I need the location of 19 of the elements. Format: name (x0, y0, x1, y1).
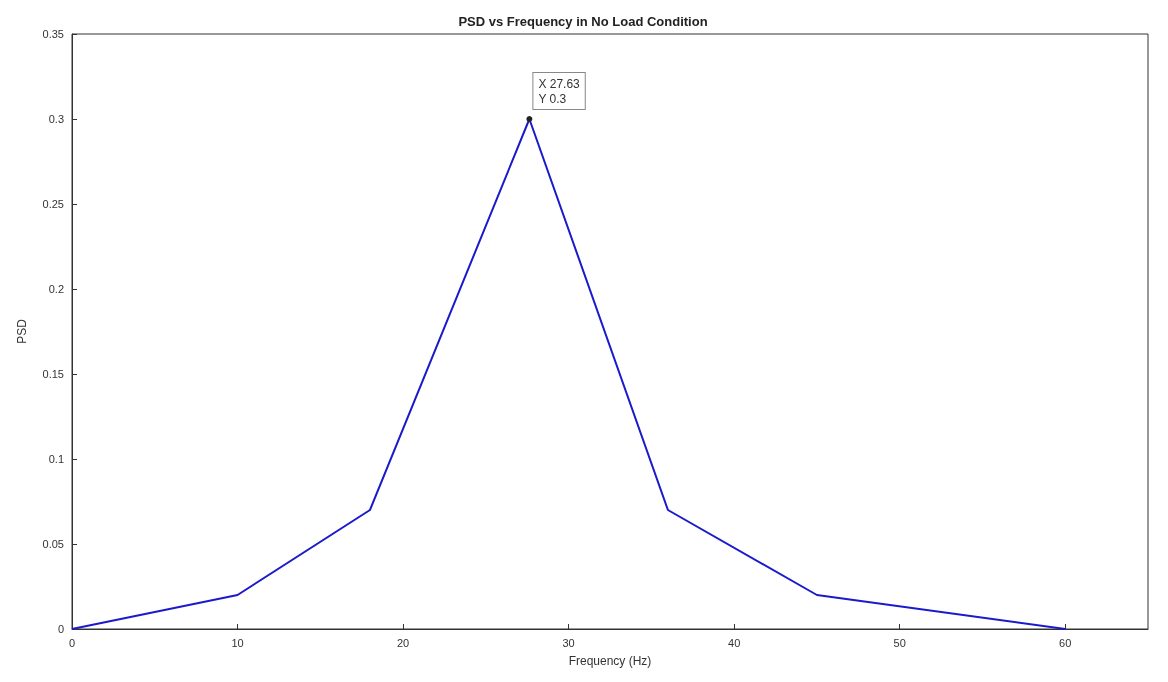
y-tick-label: 0.3 (48, 113, 64, 125)
y-tick-label: 0.15 (42, 368, 64, 380)
x-tick-label: 10 (231, 636, 244, 649)
x-tick-label: 20 (396, 636, 410, 649)
y-tick-label: 0.2 (48, 283, 64, 295)
x-tick-label: 40 (728, 636, 741, 649)
x-axis-title: Frequency (Hz) (568, 654, 652, 668)
annotation: X 27.63 Y 0.3 (538, 76, 581, 106)
x-tick-label: 30 (562, 636, 575, 649)
y-tick-label: 0.1 (48, 453, 64, 465)
y-tick-label: 0.25 (42, 198, 64, 210)
x-tick-label: 60 (1059, 636, 1072, 649)
y-tick-label: 0 (57, 623, 64, 635)
x-tick-label: 50 (893, 636, 906, 649)
x-tick-label: 0 (68, 636, 76, 649)
y-tick-label: 0.35 (42, 28, 64, 40)
y-tick-label: 0.05 (42, 538, 64, 550)
chart-title: PSD vs Frequency in No Load Condition (458, 14, 708, 29)
y-axis-title: PSD (15, 318, 29, 344)
